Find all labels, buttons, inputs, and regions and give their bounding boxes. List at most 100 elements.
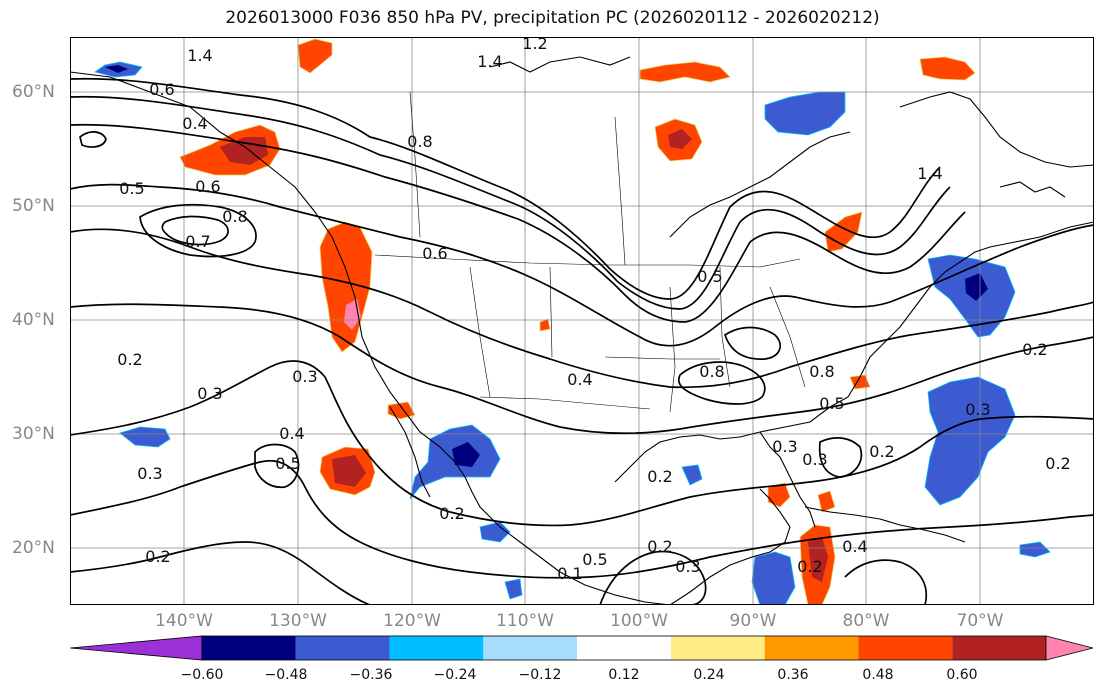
precip-negative-area (767, 482, 791, 508)
contour-label: 0.7 (185, 232, 210, 251)
colorbar-segment (202, 636, 296, 660)
precip-negative-core (452, 442, 480, 467)
contour-label: 1.4 (477, 52, 502, 71)
contour-label: 0.3 (802, 450, 827, 469)
contour-label: 0.3 (965, 400, 990, 419)
colorbar (69, 635, 1094, 665)
contour-label: 0.3 (292, 367, 317, 386)
colorbar-extend-max (1045, 635, 1094, 661)
lat-label-40n: 40°N (12, 310, 55, 330)
contour-label: 0.2 (647, 467, 672, 486)
lat-label-50n: 50°N (12, 196, 55, 216)
map-title: 2026013000 F036 850 hPa PV, precipitatio… (225, 8, 880, 28)
contour-label: 0.2 (439, 504, 464, 523)
colorbar-segment (389, 636, 484, 660)
lon-label-100w: 100°W (610, 611, 668, 631)
colorbar-segments (69, 635, 1094, 661)
map-panel: 1.4 1.2 1.4 0.6 0.4 0.8 0.5 0.6 0.8 0.7 … (70, 37, 1094, 609)
contour-label: 0.8 (809, 362, 834, 381)
precip-positive-area (504, 578, 523, 600)
precip-negative-core (965, 273, 988, 301)
colorbar-segment (295, 636, 390, 660)
precip-negative-area (817, 490, 836, 513)
precip-positive-area (1019, 541, 1051, 558)
contour-label: 0.4 (182, 114, 207, 133)
contour-label: 0.4 (842, 537, 867, 556)
contour-label: 0.5 (582, 550, 607, 569)
contour-label: 0.2 (869, 442, 894, 461)
contour-label: 0.2 (1022, 340, 1047, 359)
contour-label: 0.6 (149, 80, 174, 99)
contour-label: 0.2 (1045, 454, 1070, 473)
colorbar-segment (764, 636, 859, 660)
contour-label: 0.5 (275, 454, 300, 473)
contour-label: 0.3 (197, 384, 222, 403)
contour-label: 0.8 (699, 362, 724, 381)
lon-label-70w: 70°W (956, 611, 1004, 631)
lat-label-20n: 20°N (12, 538, 55, 558)
map-frame (70, 37, 1094, 605)
political-borders (374, 91, 806, 413)
contour-label-group: 1.4 1.2 1.4 0.6 0.4 0.8 0.5 0.6 0.8 0.7 … (117, 37, 1070, 583)
contour-label: 0.2 (797, 557, 822, 576)
colorbar-tick: 0.24 (693, 667, 725, 683)
contour-label: 0.2 (647, 537, 672, 556)
lat-label-30n: 30°N (12, 424, 55, 444)
precip-positive-area (479, 521, 511, 543)
lon-label-140w: 140°W (155, 611, 213, 631)
precip-negative-area (824, 211, 863, 253)
contour-label: 0.5 (697, 267, 722, 286)
colorbar-tick: 0.60 (946, 667, 978, 683)
precip-positive-area (751, 551, 796, 605)
colorbar-tick: 0.12 (608, 667, 640, 683)
contour-label: 0.5 (119, 179, 144, 198)
precip-negative-area (919, 56, 976, 81)
colorbar-tick: −0.24 (433, 667, 477, 683)
colorbar-segment (952, 636, 1046, 660)
lon-label-130w: 130°W (269, 611, 327, 631)
precip-positive-area (924, 376, 1016, 506)
contour-label: 0.1 (557, 564, 582, 583)
colorbar-tick: −0.60 (180, 667, 224, 683)
lon-label-110w: 110°W (496, 611, 554, 631)
colorbar-svg (69, 635, 1094, 661)
colorbar-tick: 0.36 (777, 667, 809, 683)
precip-negative-core (332, 455, 366, 487)
graticule (70, 37, 1094, 605)
precip-negative-core (105, 65, 128, 73)
pv-contours (70, 77, 1094, 605)
precip-negative-core (668, 129, 692, 149)
contour-label: 0.8 (222, 207, 247, 226)
contour-label: 0.3 (675, 557, 700, 576)
contour-label: 0.2 (117, 350, 142, 369)
contour-label: 1.4 (917, 164, 942, 183)
contour-label: 0.8 (407, 132, 432, 151)
contour-label: 1.2 (522, 37, 547, 53)
colorbar-segment (858, 636, 953, 660)
colorbar-extend-min (69, 635, 203, 661)
contour-label: 1.4 (187, 46, 212, 65)
colorbar-tick: −0.48 (264, 667, 308, 683)
coastlines (70, 56, 1094, 605)
precip-negative-area (539, 318, 551, 332)
precip-positive-area (119, 426, 171, 448)
lat-label-60n: 60°N (12, 82, 55, 102)
contour-label: 0.6 (422, 244, 447, 263)
contour-label: 0.4 (279, 424, 304, 443)
contour-label: 0.3 (772, 437, 797, 456)
precip-negative-area (297, 38, 333, 74)
colorbar-tick: −0.36 (349, 667, 393, 683)
contour-label: 0.3 (137, 464, 162, 483)
contour-label: 0.6 (195, 177, 220, 196)
colorbar-tick: 0.48 (862, 667, 894, 683)
map-canvas: 1.4 1.2 1.4 0.6 0.4 0.8 0.5 0.6 0.8 0.7 … (70, 37, 1094, 605)
precip-positive-area (681, 464, 703, 486)
colorbar-segment (670, 636, 765, 660)
colorbar-segment (483, 636, 578, 660)
contour-label: 0.2 (145, 547, 170, 566)
precip-shading (94, 38, 1051, 605)
lon-label-120w: 120°W (383, 611, 441, 631)
contour-label: 0.4 (567, 370, 592, 389)
precip-negative-area (639, 61, 731, 83)
colorbar-segment (577, 636, 671, 660)
